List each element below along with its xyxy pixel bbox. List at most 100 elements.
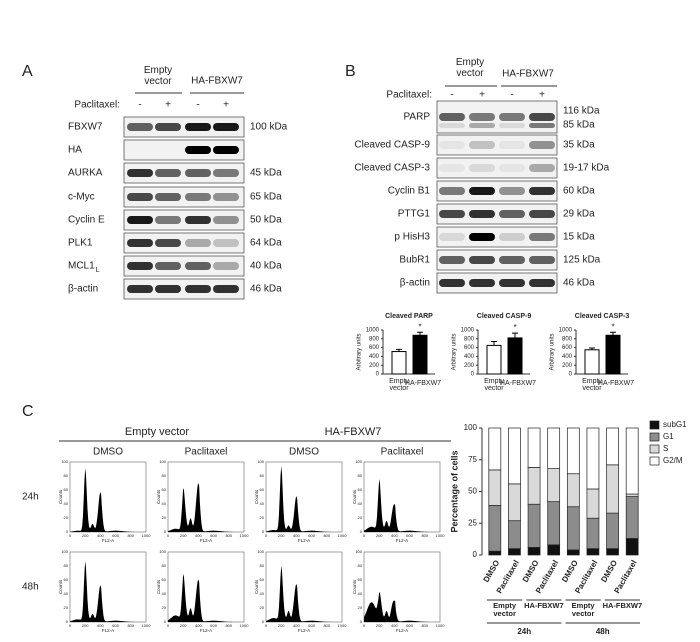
x-tick-label: HA-FBXW7 (500, 380, 536, 387)
y-axis-label: Percentage of cells (449, 450, 459, 532)
hist-x-label: FL2-A (102, 538, 114, 543)
y-tick-label: 200 (369, 363, 380, 369)
hist-y-tick: 20 (64, 515, 69, 520)
blot-band (185, 285, 211, 293)
x-tick-label: HA-FBXW7 (598, 380, 634, 387)
hist-x-tick: 0 (363, 623, 366, 628)
bar-segment (527, 503, 541, 548)
hist-x-tick: 800 (127, 623, 134, 628)
hist-y-tick: 100 (61, 459, 68, 464)
blot-band (499, 187, 525, 195)
hist-x-tick: 800 (421, 623, 428, 628)
hist-x-tick: 1000 (338, 533, 348, 538)
blot-band (499, 113, 525, 121)
panel-label: C (22, 403, 34, 420)
hist-x-tick: 600 (406, 623, 413, 628)
blot-band (185, 123, 211, 131)
hist-x-tick: 0 (167, 533, 170, 538)
hist-x-tick: 1000 (240, 623, 250, 628)
histogram (168, 573, 244, 622)
hist-x-label: FL2-A (200, 538, 212, 543)
legend-label: S (663, 444, 668, 453)
error-bar (396, 348, 402, 352)
blot-band (499, 279, 525, 287)
protein-label: MCL1 (68, 261, 95, 272)
hist-y-tick: 20 (162, 515, 167, 520)
group-label: HA-FBXW7 (325, 426, 382, 438)
histogram-frame (265, 461, 343, 533)
hist-y-tick: 80 (162, 473, 167, 478)
histogram (70, 561, 146, 622)
x-tick-label: DMSO (482, 559, 502, 584)
hist-y-tick: 60 (260, 487, 265, 492)
hist-x-tick: 1000 (142, 623, 152, 628)
histogram (364, 478, 440, 532)
bar-segment (625, 538, 639, 556)
hist-x-label: FL2-A (298, 628, 310, 633)
hist-x-tick: 200 (180, 623, 187, 628)
legend-label: G1 (663, 432, 674, 441)
bar (391, 351, 407, 375)
hist-x-tick: 200 (376, 623, 383, 628)
group-label: Empty vector (571, 601, 595, 618)
blot-strip (123, 209, 245, 231)
bar (486, 344, 502, 375)
legend-swatch (649, 456, 660, 466)
protein-label: FBXW7 (68, 122, 103, 133)
protein-label: BubR1 (399, 255, 430, 266)
blot-band (127, 262, 153, 270)
group-label: HA-FBXW7 (602, 601, 643, 610)
blot-band (213, 262, 239, 270)
hist-x-tick: 200 (82, 533, 89, 538)
hist-y-tick: 0 (164, 529, 167, 534)
blot-strip (123, 278, 245, 300)
hist-x-label: FL2-A (200, 628, 212, 633)
blot-band (529, 164, 555, 172)
sign: + (165, 100, 171, 111)
significance: * (418, 322, 421, 331)
hist-y-tick: 20 (358, 515, 363, 520)
hist-x-tick: 200 (376, 533, 383, 538)
hist-x-tick: 1000 (436, 533, 446, 538)
hist-x-tick: 200 (180, 533, 187, 538)
y-tick-label: 800 (464, 336, 475, 342)
bar-segment (606, 427, 619, 466)
hist-y-label: Counts (156, 579, 161, 594)
blot-band (213, 193, 239, 201)
blot-band (499, 123, 525, 128)
blot-band (213, 285, 239, 293)
blot-band (439, 123, 465, 128)
blot-band (469, 113, 495, 121)
protein-label: Cyclin E (68, 215, 105, 226)
blot-strip (123, 139, 245, 161)
hist-x-tick: 600 (112, 533, 119, 538)
hist-x-tick: 0 (265, 623, 268, 628)
hist-y-tick: 60 (358, 487, 363, 492)
blot-band (127, 123, 153, 131)
hist-y-tick: 100 (61, 549, 68, 554)
hist-y-tick: 40 (260, 591, 265, 596)
blot-band (185, 239, 211, 247)
hist-y-tick: 60 (358, 577, 363, 582)
protein-label: p HisH3 (394, 232, 430, 243)
legend-swatch (649, 444, 660, 454)
bar-segment (625, 427, 639, 495)
hist-x-tick: 600 (112, 623, 119, 628)
blot-band (439, 141, 465, 149)
sign: - (196, 100, 199, 111)
histogram (266, 565, 342, 622)
size-label: 45 kDa (250, 168, 282, 179)
hist-y-tick: 0 (262, 619, 265, 624)
histogram-frame (265, 551, 343, 623)
bar-segment (566, 549, 580, 556)
size-label: 46 kDa (563, 278, 595, 289)
hist-y-tick: 0 (164, 619, 167, 624)
y-axis-label: Arbitrary units (357, 333, 363, 370)
group-label: HA-FBXW7 (191, 76, 243, 87)
histogram (168, 482, 244, 532)
blot-strip (436, 180, 558, 202)
blot-band (155, 123, 181, 131)
bar-segment (547, 501, 561, 546)
bar-segment (488, 469, 502, 506)
